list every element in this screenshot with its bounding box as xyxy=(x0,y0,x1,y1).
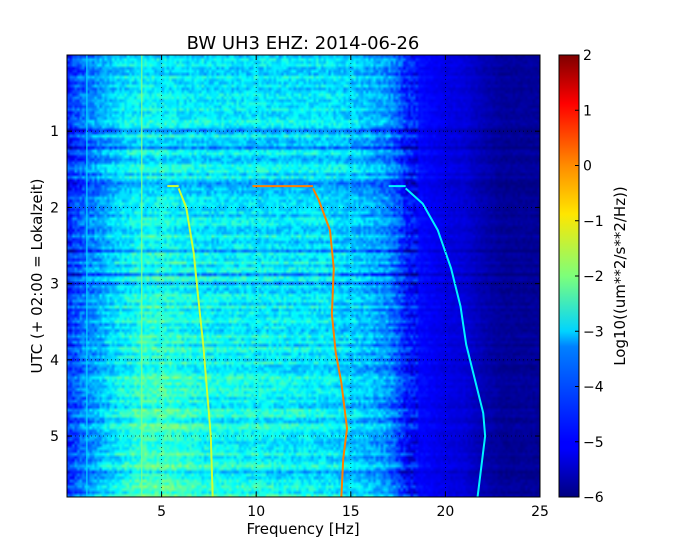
x-tick-label: 25 xyxy=(531,504,549,520)
chart-title: BW UH3 EHZ: 2014-06-26 xyxy=(187,33,420,54)
x-axis: 5 10 15 20 25 xyxy=(157,55,549,520)
colorbar-label: Log10((um**2/s**2/Hz)) xyxy=(611,186,629,366)
x-tick-label: 20 xyxy=(436,504,454,520)
signal-curve-1 xyxy=(312,187,349,497)
y-axis-label: UTC (+ 02:00 = Lokalzeit) xyxy=(28,178,46,373)
x-tick-label: 15 xyxy=(342,504,360,520)
spectrogram-heatmap xyxy=(67,55,540,497)
y-tick-label: 1 xyxy=(50,124,59,140)
x-tick-label: 10 xyxy=(247,504,265,520)
colorbar: 2 1 0 −1 −2 −3 −4 −5 −6 Log10((um**2/s**2/Hz)) xyxy=(558,48,629,506)
grid-lines xyxy=(67,55,540,497)
plot-area: 5 10 15 20 25 1 2 3 4 5 xyxy=(50,54,549,520)
plot-frame xyxy=(66,54,541,498)
signal-curve-2 xyxy=(405,187,487,497)
signal-curve-3 xyxy=(177,187,214,497)
colorbar-tick-label: 0 xyxy=(583,159,592,175)
colorbar-tick-label: −2 xyxy=(583,269,604,285)
y-tick-label: 3 xyxy=(50,277,59,293)
y-tick-label: 5 xyxy=(50,429,59,445)
colorbar-tick-label: 1 xyxy=(583,103,592,119)
colorbar-tick-label: −4 xyxy=(583,380,604,396)
y-tick-label: 4 xyxy=(50,353,59,369)
colorbar-tick-label: −3 xyxy=(583,324,604,340)
colorbar-tick-label: 2 xyxy=(583,48,592,64)
x-tick-label: 5 xyxy=(157,504,166,520)
y-tick-label: 2 xyxy=(50,200,59,216)
y-axis: 1 2 3 4 5 xyxy=(50,124,540,445)
colorbar-tick-label: −5 xyxy=(583,435,604,451)
colorbar-tick-label: −1 xyxy=(583,214,604,230)
x-axis-label: Frequency [Hz] xyxy=(246,520,359,538)
colorbar-ticks: 2 1 0 −1 −2 −3 −4 −5 −6 xyxy=(575,48,604,506)
colorbar-tick-label: −6 xyxy=(583,490,604,506)
